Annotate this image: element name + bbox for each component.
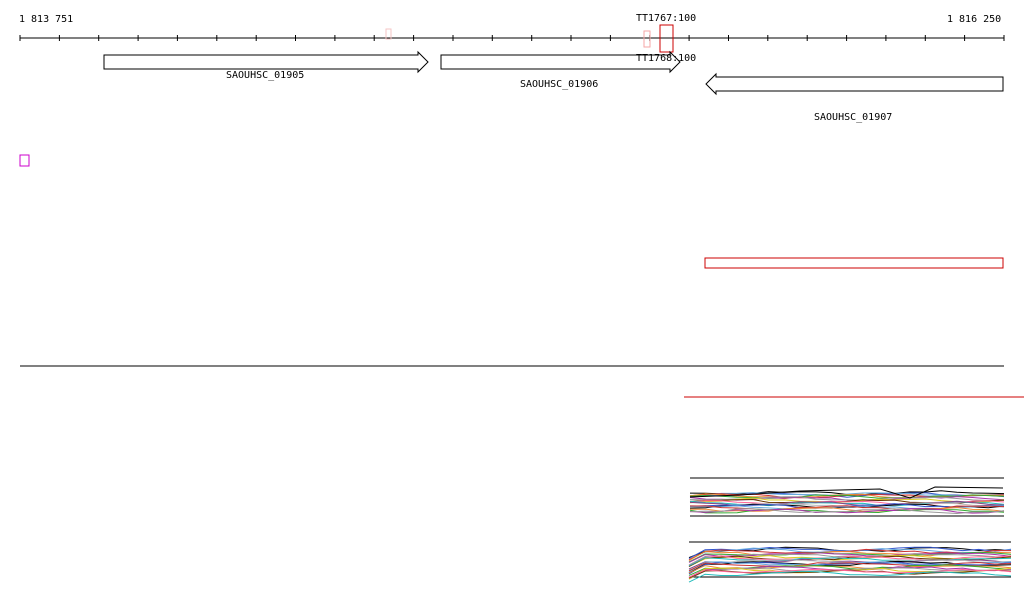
- coverage-curve: [689, 508, 1005, 514]
- pink-marker-2: [643, 30, 651, 48]
- coverage-curve: [688, 561, 1012, 572]
- gene-arrow-saouhsc-01906[interactable]: [440, 50, 681, 74]
- coverage-curve: [688, 555, 1012, 566]
- gene-arrow-saouhsc-01905[interactable]: [103, 50, 429, 74]
- magenta-marker: [19, 154, 30, 167]
- terminator-label-tt1768: TT1768:100: [636, 53, 697, 64]
- coverage-curve: [688, 568, 1012, 578]
- red-region-box[interactable]: [704, 257, 1004, 269]
- coverage-curve: [688, 557, 1012, 567]
- terminator-label-tt1767: TT1767:100: [636, 13, 697, 24]
- terminator-box[interactable]: [659, 24, 674, 53]
- coverage-outline: [689, 486, 1004, 499]
- gene-label-saouhsc-01907: SAOUHSC_01907: [814, 112, 893, 123]
- ruler-start-label: 1 813 751: [19, 14, 74, 25]
- gene-label-saouhsc-01906: SAOUHSC_01906: [520, 79, 599, 90]
- coverage-plot-lower: [688, 541, 1012, 583]
- gene-arrow-saouhsc-01907[interactable]: [705, 72, 1004, 96]
- coverage-curve: [689, 508, 1005, 515]
- coverage-curve: [688, 570, 1012, 583]
- pink-marker-1: [385, 28, 392, 40]
- coverage-plot-upper: [689, 477, 1005, 517]
- coverage-curve: [689, 506, 1005, 512]
- ruler-end-label: 1 816 250: [947, 14, 1002, 25]
- gene-label-saouhsc-01905: SAOUHSC_01905: [226, 70, 305, 81]
- coverage-curve: [689, 492, 1005, 497]
- coverage-curve: [689, 494, 1005, 499]
